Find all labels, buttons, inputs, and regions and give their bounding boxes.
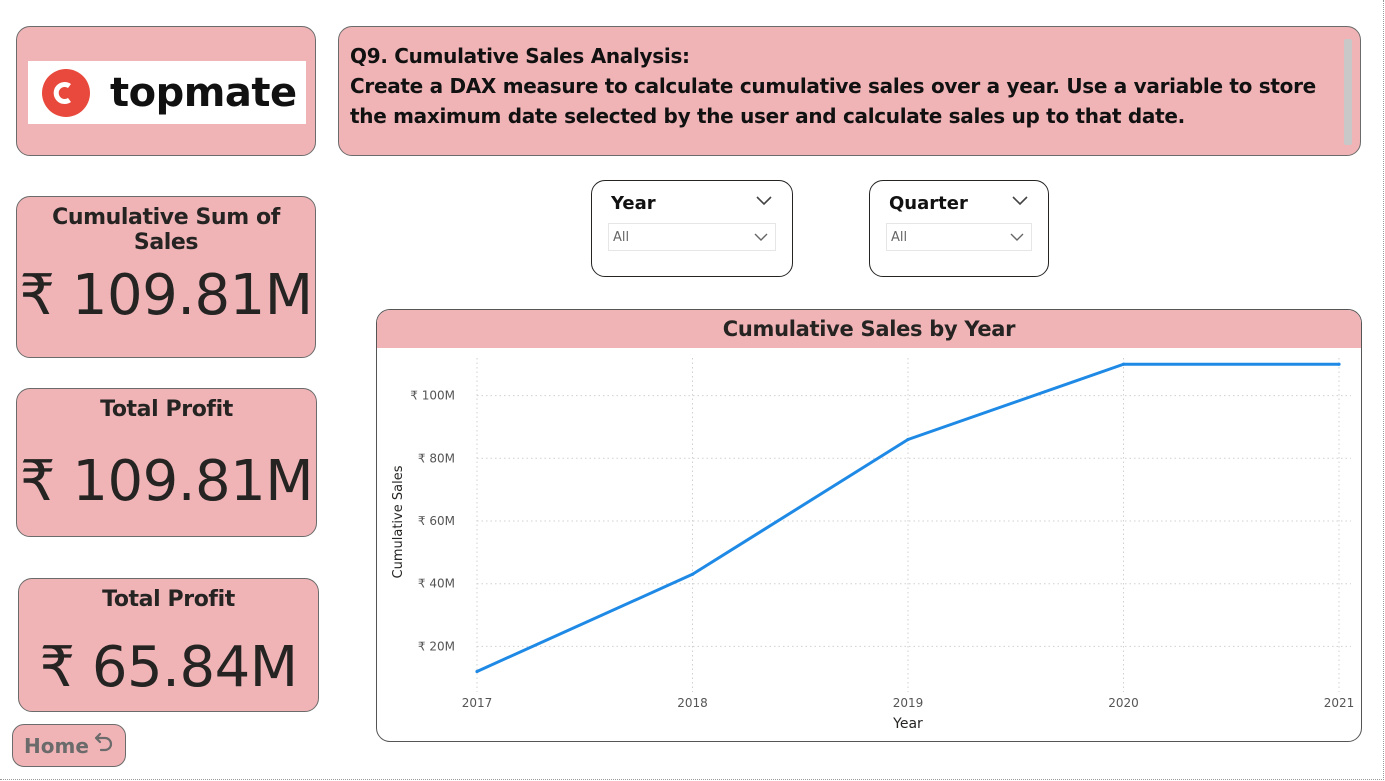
y-tick-label: ₹ 40M — [418, 577, 455, 591]
quarter-slicer: Quarter All — [869, 180, 1049, 277]
y-axis-title: Cumulative Sales — [391, 465, 406, 578]
data-point — [690, 572, 695, 576]
kpi-value: ₹ 109.81M — [19, 263, 313, 328]
year-slicer: Year All — [591, 180, 793, 277]
x-tick-label: 2017 — [462, 696, 493, 710]
kpi-card-cumulative-sales: Cumulative Sum of Sales ₹ 109.81M — [16, 196, 316, 358]
chevron-down-icon — [1010, 233, 1024, 241]
dropdown-value: All — [613, 230, 630, 245]
x-axis-title: Year — [892, 716, 923, 732]
topmate-logo-icon — [42, 68, 90, 117]
quarter-dropdown[interactable]: All — [886, 223, 1032, 251]
logo-card: topmate — [16, 26, 316, 156]
y-tick-label: ₹ 20M — [418, 639, 455, 653]
question-text: Q9. Cumulative Sales Analysis: Create a … — [350, 41, 1340, 131]
y-tick-label: ₹ 100M — [410, 389, 455, 403]
back-arrow-icon — [94, 732, 112, 751]
data-point — [1337, 362, 1341, 366]
slicer-title: Year — [611, 193, 656, 214]
x-tick-label: 2021 — [1324, 696, 1355, 710]
data-point — [906, 437, 910, 442]
kpi-value: ₹ 109.81M — [19, 449, 314, 514]
chevron-down-icon[interactable] — [1011, 195, 1029, 207]
question-scrollbar[interactable] — [1344, 39, 1352, 145]
slicer-title: Quarter — [889, 193, 968, 214]
question-title: Q9. Cumulative Sales Analysis: — [350, 44, 690, 68]
kpi-card-total-profit-2: Total Profit ₹ 65.84M — [18, 578, 319, 712]
data-point — [475, 669, 479, 674]
home-button-label: Home — [24, 733, 89, 758]
kpi-title: Total Profit — [100, 397, 233, 422]
kpi-value: ₹ 65.84M — [39, 635, 298, 700]
cumulative-sales-chart[interactable]: Cumulative Sales by Year ₹ 20M ₹ 40M ₹ 60M… — [376, 309, 1362, 742]
kpi-title: Total Profit — [102, 587, 235, 612]
data-point — [1121, 362, 1126, 366]
chevron-down-icon — [754, 233, 768, 241]
dropdown-value: All — [891, 230, 908, 245]
chart-title: Cumulative Sales by Year — [377, 310, 1361, 348]
y-tick-label: ₹ 80M — [418, 451, 455, 465]
question-card: Q9. Cumulative Sales Analysis: Create a … — [338, 26, 1361, 156]
x-tick-label: 2019 — [893, 696, 924, 710]
kpi-title: Cumulative Sum of Sales — [52, 205, 280, 255]
logo-text: topmate — [110, 69, 297, 116]
year-dropdown[interactable]: All — [608, 223, 776, 251]
x-tick-label: 2018 — [677, 696, 708, 710]
series-line — [476, 362, 1339, 673]
chart-plot: ₹ 20M ₹ 40M ₹ 60M ₹ 80M ₹ 100M 2017 2018 2019 20… — [391, 358, 1355, 732]
y-tick-label: ₹ 60M — [418, 514, 455, 528]
home-button[interactable]: Home — [12, 724, 126, 767]
chevron-down-icon[interactable] — [755, 195, 773, 207]
logo: topmate — [28, 61, 306, 124]
x-tick-label: 2020 — [1108, 696, 1139, 710]
kpi-card-total-profit: Total Profit ₹ 109.81M — [16, 388, 317, 537]
question-body: Create a DAX measure to calculate cumula… — [350, 74, 1316, 128]
